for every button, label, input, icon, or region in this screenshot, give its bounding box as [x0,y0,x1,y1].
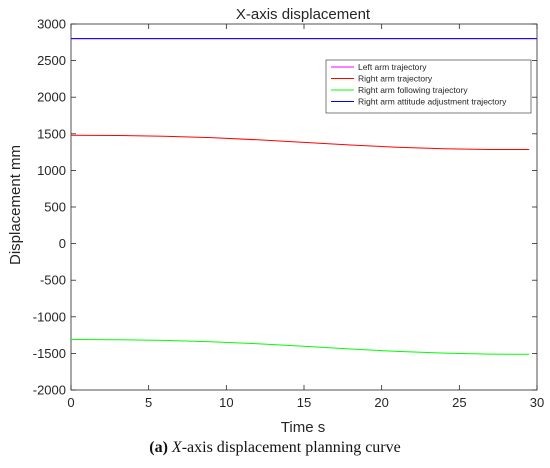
y-tick-label: 1000 [37,163,66,178]
caption-axis-letter: X [171,439,182,456]
legend-label: Right arm trajectory [358,74,433,84]
x-axis-title: Time s [281,419,325,436]
x-tick-label: 10 [219,395,233,410]
legend-label: Right arm attitude adjustment trajectory [358,97,507,107]
y-tick-label: -500 [40,273,66,288]
x-tick-label: 25 [452,395,466,410]
y-tick-label: 2500 [37,53,66,68]
x-tick-label: 0 [67,395,74,410]
legend-box [325,59,532,114]
caption-text: -axis displacement planning curve [181,439,401,456]
y-tick-label: 500 [44,200,66,215]
legend-label: Right arm following trajectory [358,85,468,95]
x-tick-label: 30 [530,395,544,410]
x-tick-label: 5 [145,395,152,410]
x-axis-displacement-chart: X-axis displacement 0 5 10 15 20 25 30 -2000 -15… [7,6,544,436]
y-tick-label: 1500 [37,126,66,141]
figure-caption: (a) X-axis displacement planning curve [0,439,550,457]
chart-title: X-axis displacement [236,6,371,23]
y-tick-label: 2000 [37,90,66,105]
y-tick-label: 0 [59,236,66,251]
y-axis-title: Displacement mm [7,145,24,265]
x-tick-label: 20 [374,395,388,410]
y-tick-label: -1500 [33,346,66,361]
y-tick-label: -1000 [33,309,66,324]
legend-label: Left arm trajectory [358,62,427,72]
y-tick-label: -2000 [33,383,66,398]
caption-label: (a) [149,439,168,456]
series-line-2 [70,134,530,151]
y-tick-label: 3000 [37,17,66,32]
x-tick-label: 15 [297,395,311,410]
series-line-3 [70,338,530,355]
